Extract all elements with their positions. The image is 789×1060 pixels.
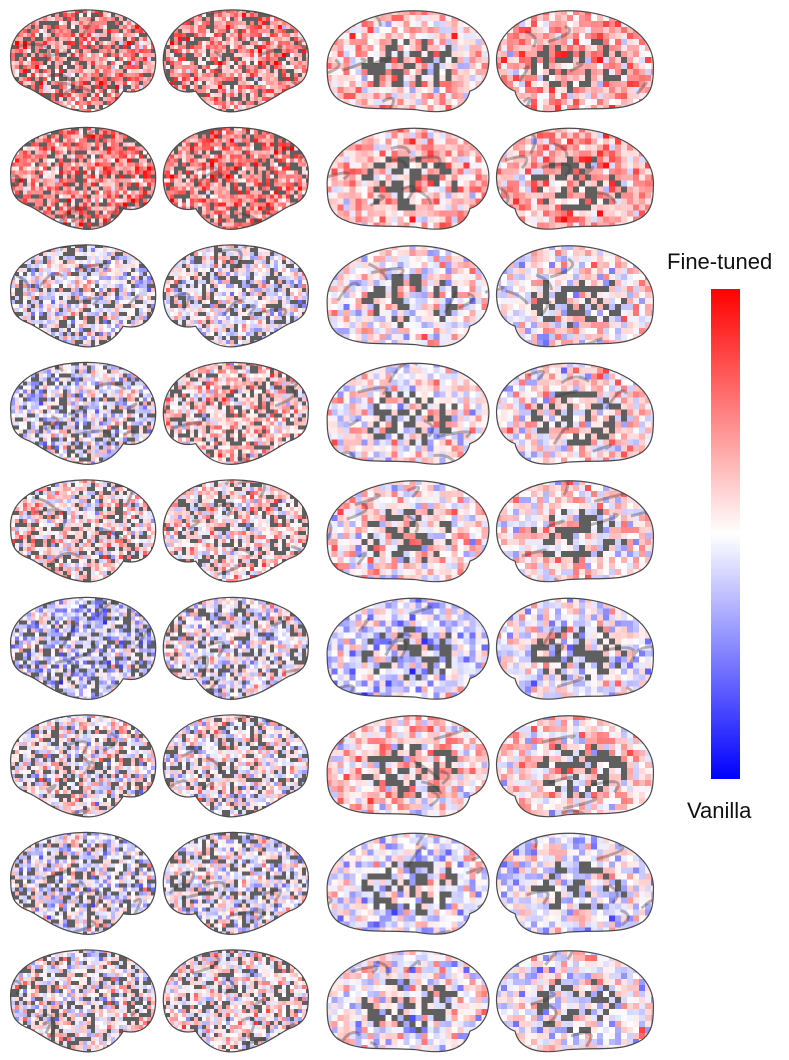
colorbar-bottom-label: Vanilla (687, 798, 751, 824)
brain-lateral-left-row-6 (10, 596, 157, 700)
brain-lateral-left-row-4 (10, 361, 157, 465)
brain-medial-left-row-1 (326, 10, 490, 113)
brain-lateral-left-row-1 (10, 9, 157, 113)
brain-lateral-left-row-9 (10, 949, 157, 1053)
brain-lateral-left-row-3 (10, 244, 157, 348)
brain-lateral-left-row-8 (10, 831, 157, 935)
colorbar (711, 289, 740, 779)
brain-medial-right-row-4 (495, 362, 655, 465)
brain-grid (10, 9, 655, 1053)
brain-medial-left-row-5 (326, 480, 490, 583)
brain-medial-right-row-7 (495, 715, 655, 818)
brain-medial-left-row-7 (326, 715, 490, 818)
brain-medial-right-row-3 (495, 245, 655, 348)
brain-medial-left-row-9 (326, 950, 490, 1053)
brain-medial-left-row-8 (326, 832, 490, 935)
brain-medial-right-row-2 (495, 127, 655, 230)
brain-lateral-right-row-2 (162, 126, 309, 230)
brain-lateral-right-row-3 (162, 244, 309, 348)
brain-lateral-right-row-6 (162, 596, 309, 700)
brain-lateral-right-row-1 (162, 9, 309, 113)
brain-medial-left-row-3 (326, 245, 490, 348)
brain-medial-right-row-9 (495, 950, 655, 1053)
colorbar-top-label: Fine-tuned (667, 249, 772, 275)
brain-medial-right-row-1 (495, 10, 655, 113)
brain-lateral-right-row-8 (162, 831, 309, 935)
brain-lateral-right-row-5 (162, 479, 309, 583)
brain-medial-right-row-6 (495, 597, 655, 700)
brain-lateral-right-row-4 (162, 361, 309, 465)
brain-lateral-right-row-9 (162, 949, 309, 1053)
brain-lateral-right-row-7 (162, 714, 309, 818)
brain-lateral-left-row-5 (10, 479, 157, 583)
brain-medial-left-row-6 (326, 597, 490, 700)
brain-medial-right-row-5 (495, 480, 655, 583)
brain-lateral-left-row-2 (10, 126, 157, 230)
brain-medial-left-row-2 (326, 127, 490, 230)
brain-medial-left-row-4 (326, 362, 490, 465)
brain-lateral-left-row-7 (10, 714, 157, 818)
brain-medial-right-row-8 (495, 832, 655, 935)
